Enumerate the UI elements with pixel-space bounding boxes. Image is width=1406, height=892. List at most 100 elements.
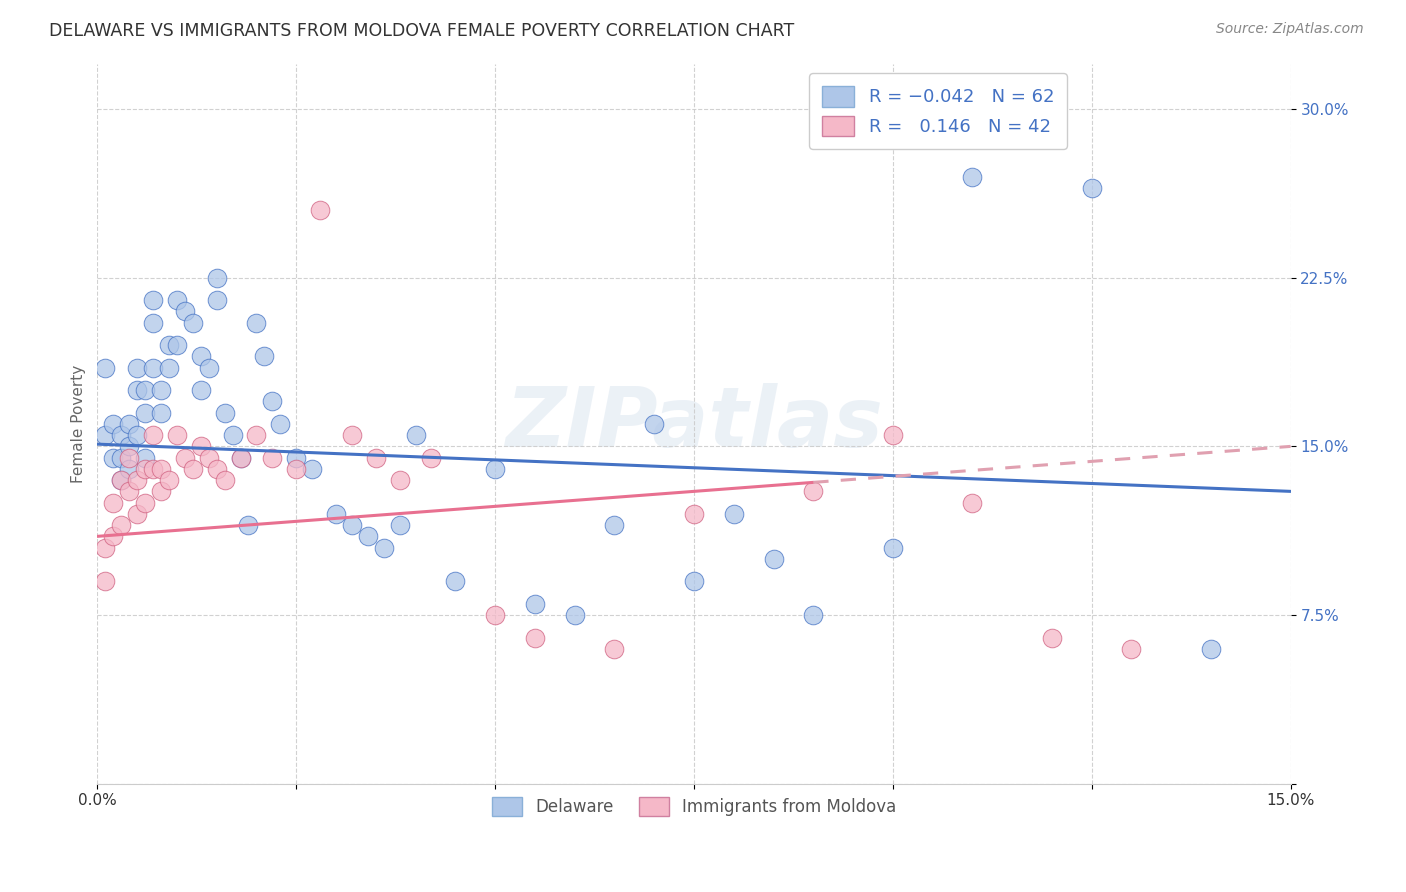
Point <box>229 450 252 465</box>
Point <box>420 450 443 465</box>
Point <box>245 428 267 442</box>
Point <box>157 360 180 375</box>
Point <box>134 406 156 420</box>
Point <box>285 462 308 476</box>
Point <box>150 462 173 476</box>
Point <box>173 304 195 318</box>
Point <box>221 428 243 442</box>
Point <box>882 541 904 555</box>
Point <box>197 360 219 375</box>
Text: Source: ZipAtlas.com: Source: ZipAtlas.com <box>1216 22 1364 37</box>
Point <box>603 641 626 656</box>
Point <box>134 450 156 465</box>
Point <box>118 484 141 499</box>
Point <box>94 360 117 375</box>
Point <box>373 541 395 555</box>
Point <box>388 518 411 533</box>
Point <box>301 462 323 476</box>
Point <box>205 462 228 476</box>
Point <box>801 608 824 623</box>
Point <box>882 428 904 442</box>
Point <box>245 316 267 330</box>
Point <box>214 473 236 487</box>
Point <box>1080 180 1102 194</box>
Point <box>643 417 665 431</box>
Point <box>444 574 467 589</box>
Point <box>127 383 149 397</box>
Point <box>962 169 984 184</box>
Point <box>523 597 546 611</box>
Point <box>214 406 236 420</box>
Point <box>484 608 506 623</box>
Point <box>134 495 156 509</box>
Point <box>190 350 212 364</box>
Point <box>1040 631 1063 645</box>
Point <box>269 417 291 431</box>
Text: DELAWARE VS IMMIGRANTS FROM MOLDOVA FEMALE POVERTY CORRELATION CHART: DELAWARE VS IMMIGRANTS FROM MOLDOVA FEMA… <box>49 22 794 40</box>
Point <box>205 293 228 308</box>
Point <box>157 338 180 352</box>
Point <box>603 518 626 533</box>
Point <box>118 450 141 465</box>
Point <box>110 473 132 487</box>
Point <box>110 518 132 533</box>
Point <box>340 518 363 533</box>
Point <box>150 383 173 397</box>
Point <box>181 316 204 330</box>
Point <box>190 439 212 453</box>
Point <box>118 417 141 431</box>
Point <box>405 428 427 442</box>
Point <box>103 450 125 465</box>
Point <box>103 529 125 543</box>
Point <box>94 428 117 442</box>
Point <box>166 338 188 352</box>
Point <box>127 473 149 487</box>
Point <box>564 608 586 623</box>
Point <box>205 270 228 285</box>
Legend: Delaware, Immigrants from Moldova: Delaware, Immigrants from Moldova <box>482 787 905 826</box>
Point <box>238 518 260 533</box>
Point <box>142 293 165 308</box>
Point <box>388 473 411 487</box>
Point <box>173 450 195 465</box>
Point <box>142 428 165 442</box>
Point <box>1121 641 1143 656</box>
Point <box>103 495 125 509</box>
Point <box>157 473 180 487</box>
Point <box>325 507 347 521</box>
Point <box>127 428 149 442</box>
Y-axis label: Female Poverty: Female Poverty <box>72 365 86 483</box>
Point <box>484 462 506 476</box>
Text: ZIPatlas: ZIPatlas <box>505 384 883 465</box>
Point <box>197 450 219 465</box>
Point <box>134 462 156 476</box>
Point <box>94 574 117 589</box>
Point <box>110 428 132 442</box>
Point <box>150 406 173 420</box>
Point <box>150 484 173 499</box>
Point <box>1199 641 1222 656</box>
Point <box>103 417 125 431</box>
Point <box>142 360 165 375</box>
Point <box>142 462 165 476</box>
Point <box>801 484 824 499</box>
Point <box>262 394 284 409</box>
Point <box>110 473 132 487</box>
Point <box>340 428 363 442</box>
Point <box>190 383 212 397</box>
Point <box>683 574 706 589</box>
Point <box>181 462 204 476</box>
Point <box>357 529 380 543</box>
Point <box>285 450 308 465</box>
Point <box>723 507 745 521</box>
Point <box>118 462 141 476</box>
Point <box>229 450 252 465</box>
Point <box>118 439 141 453</box>
Point <box>94 541 117 555</box>
Point <box>253 350 276 364</box>
Point <box>134 383 156 397</box>
Point <box>110 450 132 465</box>
Point <box>762 551 785 566</box>
Point <box>166 428 188 442</box>
Point <box>262 450 284 465</box>
